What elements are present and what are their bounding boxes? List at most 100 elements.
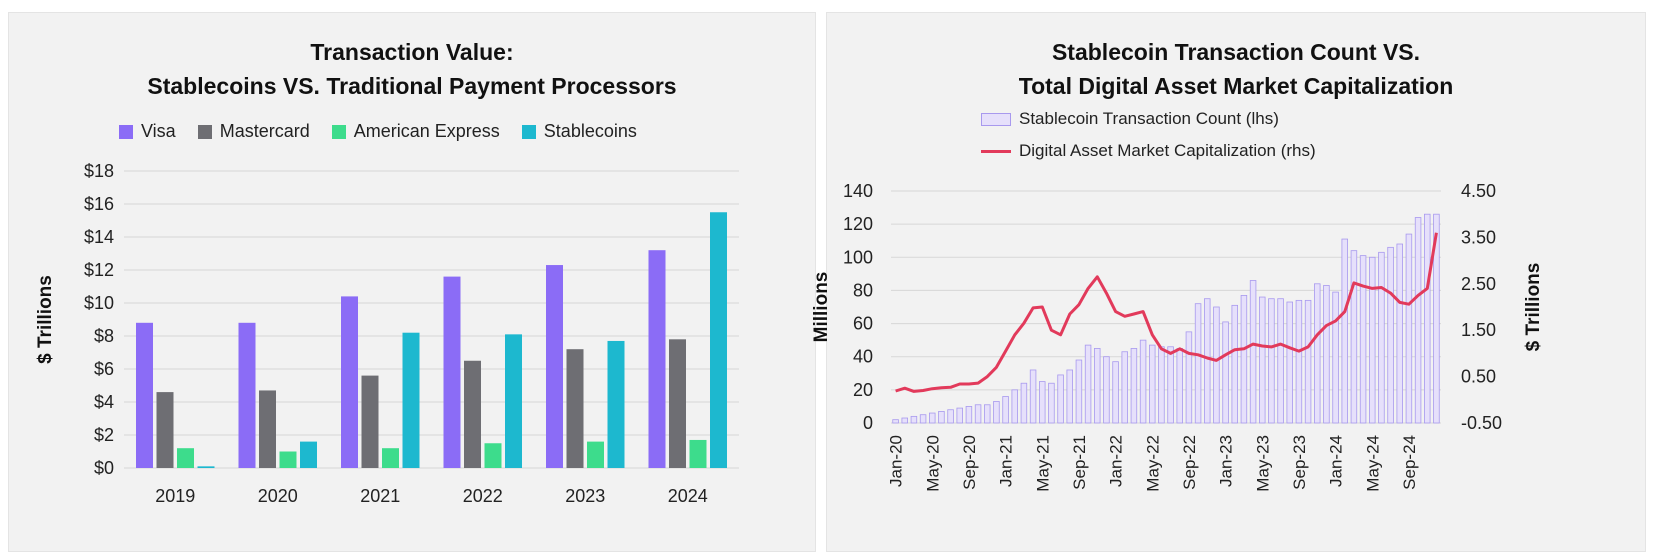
y-tick-label-right: 2.50: [1461, 274, 1496, 294]
bar-transaction-count-Oct-20: [974, 404, 982, 424]
y-tick-label: $4: [94, 392, 114, 412]
bar-transaction-count-Nov-23: [1314, 283, 1321, 424]
bar-transaction-count-Feb-20: [901, 417, 908, 424]
legend-swatch-transaction-count: [981, 112, 1011, 126]
bar-transaction-count-Jul-23: [1277, 298, 1284, 424]
bar-transaction-count-Feb-22: [1121, 351, 1128, 424]
bar-visa-2023: [546, 265, 563, 468]
bar-american-express-2023: [587, 441, 604, 468]
bar-transaction-count-Mar-21: [1020, 382, 1028, 424]
bar-transaction-count-May-20: [929, 412, 936, 424]
bar-transaction-count-Mar-23: [1240, 294, 1248, 424]
y-tick-label-left: 120: [843, 214, 873, 234]
bar-transaction-count-Jan-22: [1112, 361, 1119, 424]
bar-transaction-count-Aug-23: [1286, 301, 1293, 424]
x-tick-label: Jan-24: [1327, 435, 1346, 487]
left-chart-panel: Transaction Value: Stablecoins VS. Tradi…: [8, 12, 816, 552]
bar-transaction-count-Aug-22: [1176, 348, 1183, 424]
bar-stablecoins-2020: [300, 441, 317, 468]
bar-transaction-count-May-21: [1039, 381, 1046, 424]
y-tick-label: $14: [84, 227, 114, 247]
bar-transaction-count-Nov-24: [1424, 213, 1431, 424]
bar-transaction-count-Sep-22: [1185, 331, 1193, 424]
bar-transaction-count-Jul-22: [1167, 346, 1174, 424]
bar-visa-2024: [648, 250, 666, 468]
bar-transaction-count-Aug-21: [1066, 369, 1073, 424]
legend-item-visa: Visa: [119, 121, 176, 142]
bar-transaction-count-Dec-24: [1433, 213, 1440, 424]
bar-transaction-count-Feb-21: [1011, 389, 1018, 424]
bar-transaction-count-Mar-22: [1130, 348, 1138, 424]
y-tick-label: $12: [84, 260, 114, 280]
bar-transaction-count-Oct-21: [1084, 344, 1092, 424]
right-chart-title-line2: Total Digital Asset Market Capitalizatio…: [1018, 73, 1454, 99]
bar-transaction-count-Dec-22: [1213, 306, 1220, 424]
x-tick-label: 2019: [155, 486, 195, 506]
bar-transaction-count-Jun-21: [1048, 382, 1055, 424]
right-chart-panel: Stablecoin Transaction Count VS. Total D…: [811, 12, 1646, 552]
x-tick-label: Sep-20: [960, 435, 979, 490]
bar-transaction-count-Apr-21: [1029, 369, 1037, 424]
bar-transaction-count-Jul-24: [1387, 246, 1394, 424]
right-legend-count: Stablecoin Transaction Count (lhs): [981, 109, 1279, 129]
bar-transaction-count-Jan-21: [1002, 396, 1009, 424]
left-legend: Visa Mastercard American Express Stablec…: [119, 121, 659, 142]
bar-transaction-count-Jun-22: [1158, 346, 1165, 424]
y-tick-label-left: 20: [853, 380, 873, 400]
legend-swatch-mastercard: [197, 124, 212, 139]
y-tick-label-right: 1.50: [1461, 320, 1496, 340]
x-tick-label: May-23: [1253, 435, 1272, 492]
legend-swatch-visa: [119, 124, 133, 139]
left-bar-chart: $0 $2 $4 $6 $8 $10 $12 $14 $16 $18 $ Trillions 2019…: [35, 161, 739, 506]
y-tick-label-left: 40: [853, 347, 873, 367]
bar-transaction-count-May-22: [1149, 344, 1156, 424]
bar-transaction-count-Sep-24: [1405, 233, 1413, 424]
x-tick-label: Jan-20: [887, 435, 906, 487]
bar-transaction-count-Apr-24: [1359, 255, 1367, 424]
bar-mastercard-2022: [464, 360, 481, 468]
bar-mastercard-2020: [259, 390, 276, 468]
bar-transaction-count-Apr-22: [1139, 339, 1147, 424]
bar-transaction-count-Jun-20: [938, 410, 945, 424]
x-tick-label: Sep-23: [1290, 435, 1309, 490]
bar-transaction-count-Jan-20: [892, 419, 899, 424]
bar-transaction-count-Nov-22: [1204, 298, 1211, 424]
bar-transaction-count-Jan-23: [1222, 321, 1229, 424]
bar-transaction-count-Sep-21: [1075, 359, 1083, 424]
y-axis-title-left: Millions: [811, 272, 832, 343]
y-tick-label: $2: [94, 425, 114, 445]
legend-item-mastercard: Mastercard: [197, 121, 310, 142]
bar-transaction-count-Jun-23: [1268, 298, 1275, 424]
legend-swatch-market-cap: [981, 149, 1011, 153]
bar-transaction-count-Oct-22: [1194, 303, 1202, 424]
bar-transaction-count-Dec-23: [1323, 285, 1330, 424]
bar-transaction-count-Feb-24: [1341, 238, 1348, 424]
legend-label-market-cap: Digital Asset Market Capitalization (rhs…: [1019, 141, 1316, 160]
y-tick-label: $10: [84, 293, 114, 313]
bar-transaction-count-Jul-21: [1057, 374, 1064, 424]
legend-swatch-stablecoins: [521, 124, 536, 139]
bar-transaction-count-Dec-20: [993, 401, 1000, 424]
x-tick-label: 2021: [360, 486, 400, 506]
y-tick-label-left: 60: [853, 314, 873, 334]
bar-visa-2019: [136, 322, 153, 468]
bar-transaction-count-Jun-24: [1378, 251, 1385, 424]
legend-label-stablecoins: Stablecoins: [543, 121, 637, 141]
legend-swatch-amex: [331, 124, 346, 139]
bar-american-express-2021: [382, 448, 399, 468]
x-tick-label: Jan-23: [1217, 435, 1236, 487]
bar-transaction-count-Aug-20: [956, 407, 963, 424]
x-tick-label: May-20: [923, 435, 942, 492]
y-tick-label: $0: [94, 458, 114, 478]
legend-item-stablecoins: Stablecoins: [521, 121, 637, 142]
x-tick-label: Sep-22: [1180, 435, 1199, 490]
legend-label-amex: American Express: [353, 121, 500, 141]
bar-stablecoins-2021: [402, 332, 420, 468]
bar-transaction-count-Dec-21: [1103, 356, 1110, 424]
x-tick-label: 2023: [565, 486, 605, 506]
bar-transaction-count-Apr-20: [919, 414, 927, 424]
x-tick-label: 2020: [258, 486, 298, 506]
y-tick-label-left: 100: [843, 247, 873, 267]
right-legend-market-cap: Digital Asset Market Capitalization (rhs…: [981, 141, 1316, 161]
bar-american-express-2024: [689, 439, 707, 468]
